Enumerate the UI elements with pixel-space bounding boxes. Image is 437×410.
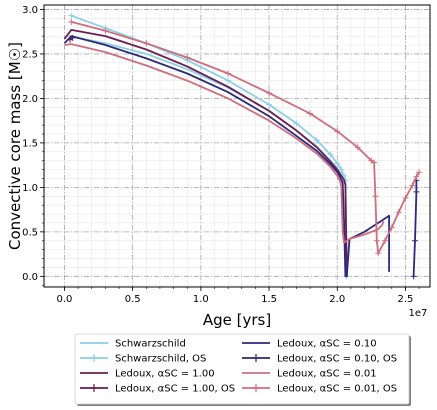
data-point-ledoux-sc-0-10-os: [410, 273, 417, 280]
x-offset-label: 1e7: [409, 308, 428, 319]
data-point-ledoux-sc-0-10-os: [413, 188, 420, 195]
data-point-ledoux-sc-0-01-os: [375, 250, 382, 257]
data-point-ledoux-sc-0-01-os: [143, 40, 150, 47]
data-point-ledoux-sc-0-01-os: [68, 18, 75, 25]
y-axis-title: Convective core mass [M☉]: [6, 42, 24, 250]
data-point-ledoux-sc-0-01-os: [381, 237, 388, 244]
legend-box: [74, 333, 410, 405]
data-point-ledoux-sc-0-01-os: [266, 90, 273, 97]
x-tick-label: 0.5: [125, 294, 141, 305]
data-point-ledoux-sc-0-01-os: [225, 70, 232, 77]
x-tick-label: 2.5: [397, 294, 413, 305]
data-point-schwarzschild-os: [338, 166, 345, 173]
data-point-ledoux-sc-0-01-os: [354, 144, 361, 151]
data-point-ledoux-sc-0-01-os: [402, 195, 409, 202]
legend: Schwarzschild Schwarzschild, OS Ledoux, αS…: [74, 333, 411, 406]
x-tick-label: 2.0: [329, 294, 345, 305]
legend-label: Ledoux, αSC = 1.00: [115, 369, 215, 380]
data-point-ledoux-sc-0-01-os: [416, 169, 423, 176]
series-line-ledoux-sc-0-01: [64, 43, 385, 244]
data-point-ledoux-sc-0-01-os: [102, 27, 109, 34]
data-point-ledoux-sc-0-01-os: [373, 237, 380, 244]
data-point-ledoux-sc-0-01-os: [306, 110, 313, 117]
legend-label: Ledoux, αSC = 0.10, OS: [277, 354, 397, 365]
legend-label: Ledoux, αSC = 0.01, OS: [277, 384, 397, 395]
data-point-ledoux-sc-0-01-os: [388, 224, 395, 231]
data-point-schwarzschild-os: [313, 137, 320, 144]
y-tick-label: 1.0: [22, 183, 38, 194]
data-point-ledoux-sc-0-01-os: [184, 54, 191, 61]
legend-label: Ledoux, αSC = 1.00, OS: [115, 384, 235, 395]
y-tick-label: 3.0: [22, 5, 38, 16]
legend-marker: [90, 384, 98, 392]
y-tick-label: 1.5: [22, 138, 38, 149]
legend-marker: [252, 354, 260, 362]
series-line-ledoux-sc-0-10: [63, 35, 391, 278]
data-point-schwarzschild-os: [327, 151, 334, 158]
data-point-schwarzschild-os: [266, 101, 273, 108]
data-point-schwarzschild-os: [68, 12, 75, 19]
legend-marker: [252, 384, 260, 392]
data-point-ledoux-sc-0-01-os: [409, 182, 416, 189]
data-point-ledoux-sc-0-10-os: [411, 237, 418, 244]
data-point-ledoux-sc-0-01-os: [334, 128, 341, 135]
y-tick-label: 0.5: [22, 227, 38, 238]
y-tick-label: 2.5: [22, 49, 38, 60]
legend-entries: Schwarzschild Schwarzschild, OS Ledoux, αS…: [80, 339, 397, 395]
series-line-ledoux-sc-1-00: [63, 28, 348, 277]
plot-area: [44, 5, 430, 287]
axis-ticks: 0.0 0.5 1.0 1.5 2.0 2.5 0.0 0.5 1.0 1.5 2.0 2.5 3.0: [22, 5, 420, 305]
plot-border: [43, 4, 431, 288]
data-point-schwarzschild-os: [225, 77, 232, 84]
legend-label: Ledoux, αSC = 0.10: [277, 339, 377, 350]
data-point-ledoux-sc-0-01-os: [413, 173, 420, 180]
data-point-ledoux-sc-0-01-os: [371, 159, 378, 166]
y-tick-label: 2.0: [22, 94, 38, 105]
legend-label: Schwarzschild: [115, 339, 186, 350]
data-point-schwarzschild-os: [334, 160, 341, 167]
x-tick-label: 1.0: [193, 294, 209, 305]
series-lines: [63, 12, 423, 280]
data-point-ledoux-sc-0-01-os: [372, 193, 379, 200]
legend-label: Schwarzschild, OS: [115, 354, 206, 365]
series-line-ledoux-sc-0-10-os: [412, 180, 418, 277]
legend-marker: [90, 354, 98, 362]
legend-label: Ledoux, αSC = 0.01: [277, 369, 377, 380]
x-tick-label: 1.5: [261, 294, 277, 305]
x-tick-label: 0.0: [57, 294, 73, 305]
data-point-schwarzschild-os: [293, 120, 300, 127]
y-tick-label: 0.0: [22, 272, 38, 283]
x-axis-title: Age [yrs]: [203, 311, 271, 329]
data-point-ledoux-sc-0-01-os: [395, 209, 402, 216]
